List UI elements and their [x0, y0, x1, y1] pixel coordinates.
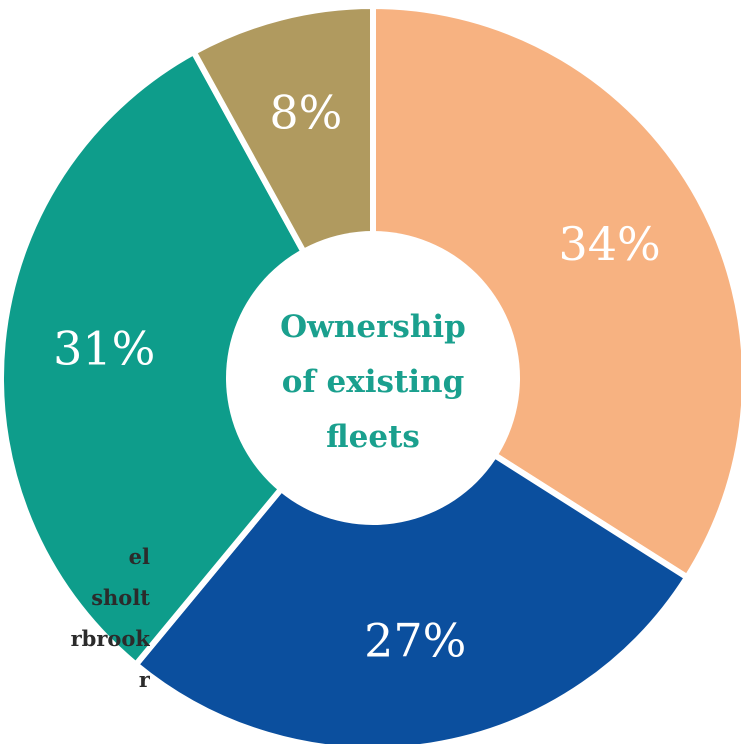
slice-label: 8%: [269, 85, 342, 139]
legend: el sholt rbrook r: [0, 536, 150, 700]
slice-labels: 34% 27% 31% 8%: [53, 85, 661, 667]
donut-slice: [131, 374, 692, 744]
slice-label: 34%: [558, 217, 660, 271]
legend-label: rbrook: [70, 626, 150, 651]
legend-item: el: [0, 536, 150, 577]
legend-label: el: [128, 544, 150, 569]
chart-title-line-3: fleets: [326, 419, 420, 455]
chart-title-line-1: Ownership: [280, 309, 466, 345]
legend-label: r: [138, 667, 150, 692]
donut-hole: [226, 231, 520, 525]
legend-item: sholt: [0, 577, 150, 618]
slice-label: 27%: [364, 614, 466, 668]
slice-label: 31%: [53, 322, 155, 376]
legend-label: sholt: [91, 585, 150, 610]
donut-slice: [0, 47, 377, 669]
chart-title-line-2: of existing: [282, 364, 465, 400]
legend-item: r: [0, 659, 150, 700]
legend-item: rbrook: [0, 618, 150, 659]
